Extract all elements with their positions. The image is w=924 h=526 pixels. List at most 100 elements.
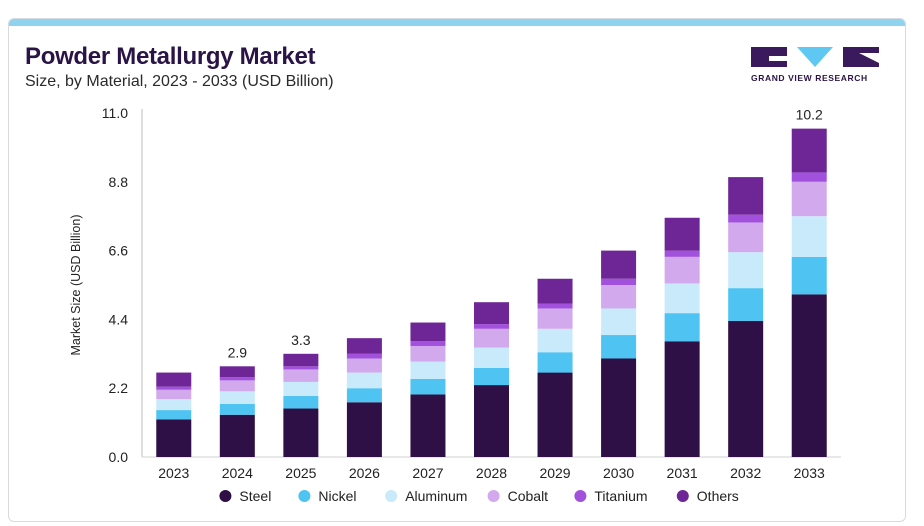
bar-aluminum-2025	[283, 381, 319, 397]
data-label-2024: 2.9	[228, 344, 248, 360]
chart-card: Powder Metallurgy Market Size, by Materi…	[8, 18, 906, 522]
legend-marker-titanium	[574, 490, 587, 502]
bar-titanium-2028	[474, 324, 509, 329]
x-tick-label: 2032	[730, 465, 761, 481]
bar-steel-2032	[728, 320, 764, 457]
bar-titanium-2029	[537, 303, 573, 309]
bar-steel-2031	[664, 341, 700, 457]
bar-nickel-2026	[346, 388, 382, 403]
bar-others-2027	[410, 322, 446, 342]
legend-label-others: Others	[697, 488, 739, 504]
logo-mark-icon	[751, 47, 879, 67]
bar-aluminum-2033	[791, 216, 827, 257]
bar-cobalt-2023	[156, 389, 192, 400]
bar-aluminum-2026	[346, 372, 382, 389]
bar-cobalt-2030	[601, 285, 637, 309]
x-tick-label: 2024	[222, 465, 253, 481]
x-tick-label: 2028	[476, 465, 507, 481]
bar-aluminum-2030	[601, 308, 637, 336]
bar-cobalt-2033	[791, 181, 827, 217]
bar-others-2033	[791, 128, 827, 173]
legend-marker-others	[676, 490, 689, 502]
bar-nickel-2028	[474, 367, 509, 386]
grand-view-research-logo: GRAND VIEW RESEARCH	[751, 45, 891, 93]
y-tick-label: 2.2	[109, 380, 129, 396]
bar-aluminum-2028	[474, 347, 509, 368]
bar-aluminum-2031	[664, 283, 700, 314]
bar-titanium-2023	[156, 386, 192, 390]
logo-text: GRAND VIEW RESEARCH	[751, 73, 868, 83]
bar-others-2030	[601, 250, 637, 279]
data-label-2033: 10.2	[796, 107, 823, 123]
chart-subtitle: Size, by Material, 2023 - 2033 (USD Bill…	[25, 73, 334, 90]
bar-others-2026	[346, 338, 382, 354]
bar-steel-2030	[601, 358, 637, 457]
bar-nickel-2024	[219, 403, 255, 415]
bar-cobalt-2026	[346, 358, 382, 373]
bar-nickel-2031	[664, 313, 700, 342]
y-tick-label: 0.0	[109, 449, 129, 465]
accent-bar	[9, 19, 905, 26]
bar-nickel-2025	[283, 396, 319, 409]
x-tick-label: 2029	[539, 465, 570, 481]
bar-others-2028	[474, 302, 509, 325]
legend-marker-steel	[219, 490, 232, 502]
bar-titanium-2026	[346, 353, 382, 359]
bar-others-2025	[283, 353, 319, 367]
bar-titanium-2032	[728, 214, 764, 223]
bar-steel-2024	[219, 414, 255, 457]
bar-cobalt-2031	[664, 256, 700, 284]
bar-others-2032	[728, 177, 764, 215]
bar-cobalt-2029	[537, 308, 573, 329]
bar-cobalt-2027	[410, 345, 446, 362]
chart-title: Powder Metallurgy Market	[25, 43, 316, 70]
bar-others-2023	[156, 372, 192, 387]
legend-label-aluminum: Aluminum	[405, 488, 467, 504]
bar-cobalt-2032	[728, 222, 764, 253]
bar-steel-2026	[346, 402, 382, 457]
bar-steel-2023	[156, 419, 192, 457]
y-axis-title: Market Size (USD Billion)	[69, 214, 83, 355]
legend-label-titanium: Titanium	[594, 488, 647, 504]
bar-steel-2027	[410, 394, 446, 457]
bar-titanium-2033	[791, 172, 827, 182]
y-tick-label: 8.8	[109, 174, 129, 190]
bar-others-2024	[219, 366, 255, 378]
x-tick-label: 2026	[349, 465, 380, 481]
y-tick-label: 4.4	[109, 311, 129, 327]
bar-nickel-2030	[601, 335, 637, 359]
bar-aluminum-2023	[156, 399, 192, 411]
y-tick-label: 6.6	[109, 243, 129, 259]
bar-steel-2028	[474, 385, 509, 457]
bar-others-2029	[537, 278, 573, 304]
bar-steel-2025	[283, 408, 319, 457]
bar-nickel-2032	[728, 288, 764, 321]
bar-cobalt-2028	[474, 328, 509, 348]
bar-others-2031	[664, 217, 700, 251]
x-tick-label: 2031	[667, 465, 698, 481]
x-tick-label: 2033	[794, 465, 825, 481]
data-label-2025: 3.3	[291, 332, 311, 348]
x-tick-label: 2025	[285, 465, 316, 481]
x-tick-label: 2023	[158, 465, 189, 481]
legend-marker-aluminum	[385, 490, 398, 502]
bar-steel-2033	[791, 294, 827, 457]
bar-cobalt-2024	[219, 380, 255, 392]
bar-steel-2029	[537, 372, 573, 457]
legend-label-cobalt: Cobalt	[508, 488, 549, 504]
stacked-bar-chart: 0.0 2.2 4.4 6.6 8.8 11.0 Market Size (USD Bill…	[69, 105, 841, 504]
x-tick-label: 2027	[412, 465, 443, 481]
bar-nickel-2033	[791, 256, 827, 295]
bar-cobalt-2025	[283, 369, 319, 382]
bar-nickel-2023	[156, 410, 192, 420]
legend-marker-cobalt	[487, 490, 500, 502]
bar-titanium-2027	[410, 341, 446, 346]
bar-titanium-2024	[219, 377, 255, 381]
bar-titanium-2025	[283, 366, 319, 370]
bar-titanium-2031	[664, 250, 700, 257]
bar-aluminum-2029	[537, 328, 573, 353]
legend-label-steel: Steel	[239, 488, 271, 504]
bar-aluminum-2032	[728, 252, 764, 289]
bar-aluminum-2027	[410, 361, 446, 379]
x-tick-label: 2030	[603, 465, 634, 481]
